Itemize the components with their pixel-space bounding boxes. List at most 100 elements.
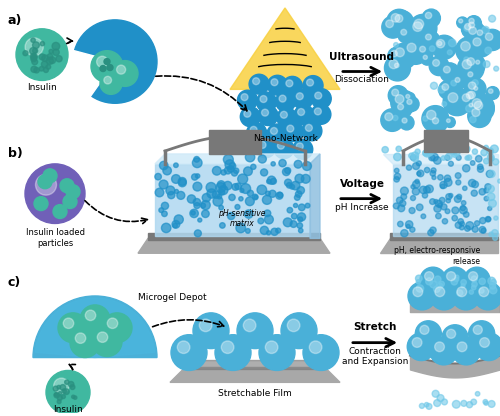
Circle shape [432, 390, 439, 397]
Circle shape [489, 156, 494, 161]
Circle shape [162, 202, 168, 209]
Circle shape [452, 153, 457, 157]
Circle shape [409, 208, 415, 213]
Circle shape [461, 400, 467, 406]
Circle shape [64, 380, 69, 384]
Circle shape [400, 230, 408, 237]
Circle shape [296, 143, 303, 150]
Circle shape [271, 228, 278, 235]
Circle shape [470, 97, 494, 121]
Circle shape [410, 155, 416, 161]
Circle shape [473, 38, 481, 46]
Polygon shape [155, 154, 320, 164]
Circle shape [249, 74, 269, 94]
Circle shape [464, 146, 470, 152]
Circle shape [112, 61, 138, 87]
Circle shape [194, 230, 202, 237]
Circle shape [281, 313, 317, 349]
Circle shape [268, 176, 276, 184]
Circle shape [213, 196, 223, 206]
Circle shape [424, 403, 429, 407]
Circle shape [270, 127, 278, 134]
Circle shape [486, 171, 494, 178]
Circle shape [434, 157, 441, 164]
Circle shape [488, 154, 494, 161]
Text: Ultrasound: Ultrasound [330, 52, 394, 62]
Circle shape [448, 50, 452, 55]
Circle shape [279, 159, 286, 167]
Wedge shape [71, 50, 115, 97]
Circle shape [85, 310, 96, 321]
Circle shape [244, 210, 253, 218]
Circle shape [469, 18, 474, 24]
Circle shape [458, 55, 484, 82]
Circle shape [478, 164, 483, 169]
Circle shape [388, 86, 408, 105]
Circle shape [31, 56, 36, 62]
Circle shape [476, 156, 482, 162]
Circle shape [168, 191, 175, 199]
Circle shape [386, 20, 394, 27]
Circle shape [202, 210, 209, 218]
Circle shape [391, 43, 416, 69]
Circle shape [464, 23, 471, 30]
Circle shape [47, 54, 53, 59]
Circle shape [408, 282, 436, 310]
Circle shape [290, 221, 297, 228]
Polygon shape [148, 233, 320, 240]
Circle shape [172, 175, 180, 183]
Circle shape [163, 166, 172, 175]
Text: pH Increase: pH Increase [335, 203, 389, 212]
Text: Insulin: Insulin [27, 84, 57, 92]
Circle shape [432, 35, 456, 59]
Circle shape [278, 192, 283, 198]
Circle shape [237, 313, 273, 349]
Circle shape [394, 177, 400, 182]
Circle shape [387, 9, 411, 34]
Circle shape [477, 30, 482, 35]
Circle shape [420, 404, 424, 409]
Circle shape [46, 57, 54, 64]
Circle shape [441, 156, 446, 160]
Circle shape [240, 107, 260, 126]
Circle shape [492, 235, 498, 240]
Circle shape [302, 121, 322, 141]
Circle shape [218, 181, 225, 188]
Circle shape [461, 280, 466, 285]
Circle shape [305, 203, 310, 208]
Circle shape [466, 92, 473, 99]
Circle shape [282, 77, 302, 96]
Circle shape [216, 183, 226, 192]
Circle shape [472, 109, 480, 116]
Text: a): a) [8, 14, 22, 27]
Circle shape [430, 281, 437, 288]
Circle shape [452, 401, 460, 408]
Circle shape [468, 94, 494, 121]
Circle shape [201, 201, 210, 210]
Text: Stretchable Film: Stretchable Film [218, 389, 292, 399]
Circle shape [420, 267, 446, 293]
Circle shape [229, 194, 235, 201]
Circle shape [455, 222, 462, 228]
Circle shape [16, 29, 68, 80]
Circle shape [44, 67, 49, 72]
Circle shape [266, 231, 270, 235]
Circle shape [454, 149, 460, 156]
Circle shape [32, 48, 38, 53]
Circle shape [488, 200, 496, 207]
Circle shape [476, 391, 480, 396]
Circle shape [415, 179, 419, 183]
Circle shape [442, 325, 468, 351]
Circle shape [250, 164, 256, 169]
Circle shape [455, 275, 459, 279]
Circle shape [470, 161, 475, 165]
Wedge shape [33, 296, 157, 357]
Circle shape [166, 186, 175, 195]
Circle shape [412, 155, 418, 162]
FancyBboxPatch shape [209, 130, 261, 154]
Circle shape [398, 104, 404, 110]
Circle shape [302, 161, 312, 171]
Circle shape [429, 155, 435, 161]
Circle shape [466, 16, 481, 31]
Circle shape [448, 39, 456, 47]
